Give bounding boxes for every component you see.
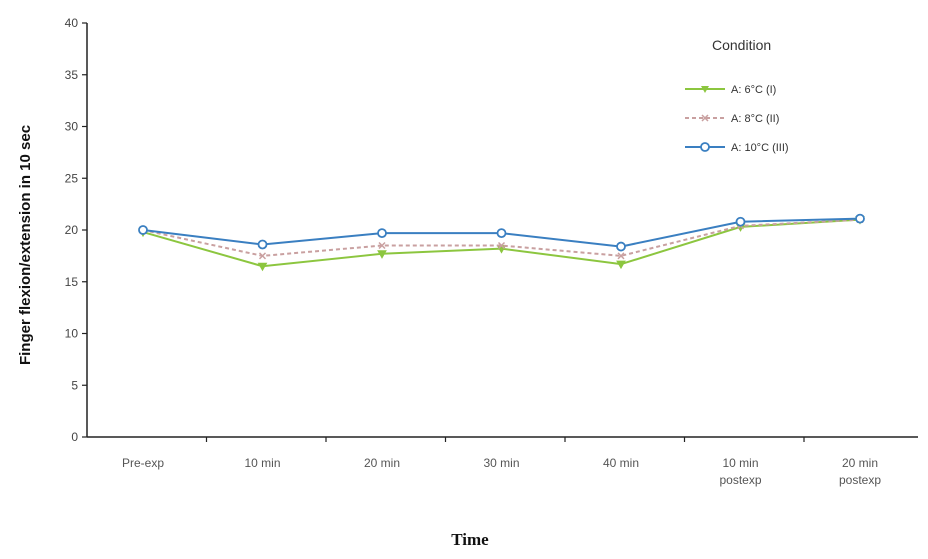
x-tick-label: Pre-exp xyxy=(122,456,164,470)
data-point xyxy=(258,252,267,260)
data-point xyxy=(257,262,268,272)
legend-marker xyxy=(700,142,710,152)
y-tick-label: 0 xyxy=(71,430,78,444)
data-point xyxy=(138,225,148,235)
x-tick-label: 30 min xyxy=(483,456,519,470)
legend-label: A: 8°C (II) xyxy=(731,113,779,125)
data-point xyxy=(617,252,625,260)
x-tick-label: 10 min xyxy=(244,456,280,470)
legend-label: A: 6°C (I) xyxy=(731,84,776,96)
y-tick-label: 30 xyxy=(65,120,79,134)
x-tick-label: 40 min xyxy=(603,456,639,470)
y-tick-label: 40 xyxy=(65,16,79,30)
y-tick-label: 10 xyxy=(65,327,79,341)
data-point xyxy=(616,260,626,270)
data-point xyxy=(496,228,507,239)
data-point xyxy=(378,241,386,250)
y-axis-label: Finger flexion/extension in 10 sec xyxy=(17,125,34,365)
data-point xyxy=(377,228,387,239)
legend-marker xyxy=(701,86,709,93)
data-point xyxy=(257,239,268,250)
legend-marker xyxy=(701,114,709,122)
x-tick-label: 10 min postexp xyxy=(719,456,761,487)
data-point xyxy=(735,216,746,227)
x-tick-label: 20 min postexp xyxy=(839,456,881,487)
x-axis-label: Time xyxy=(451,530,489,549)
y-tick-label: 5 xyxy=(71,378,78,392)
data-point xyxy=(497,241,506,250)
y-tick-label: 35 xyxy=(65,68,79,82)
y-tick-label: 15 xyxy=(65,275,79,289)
y-tick-label: 25 xyxy=(65,171,79,185)
data-point xyxy=(616,241,626,252)
data-point xyxy=(855,213,865,224)
x-tick-label: 20 min xyxy=(364,456,400,470)
legend-label: A: 10°C (III) xyxy=(731,142,789,154)
data-point xyxy=(377,250,387,259)
y-tick-label: 20 xyxy=(65,223,79,237)
legend-title: Condition xyxy=(712,37,771,53)
